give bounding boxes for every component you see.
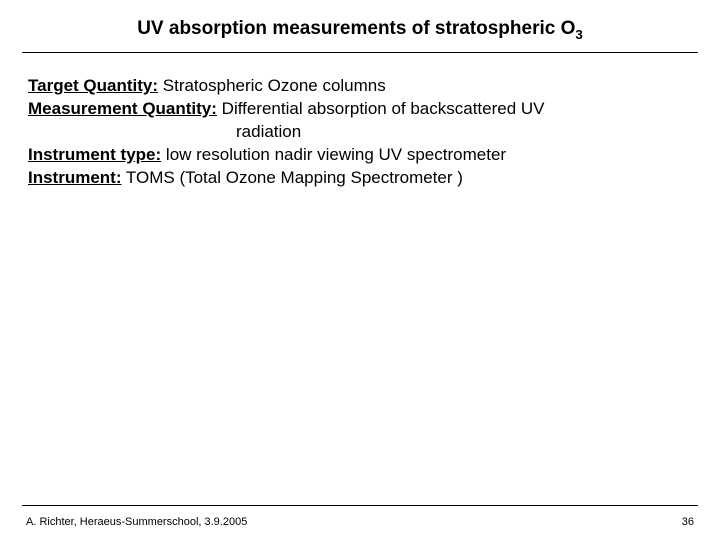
inst-value: TOMS (Total Ozone Mapping Spectrometer ) — [122, 168, 463, 187]
target-label: Target Quantity: — [28, 76, 158, 95]
insttype-value: low resolution nadir viewing UV spectrom… — [161, 145, 506, 164]
measq-value-line1: Differential absorption of backscattered… — [217, 99, 545, 118]
measq-label: Measurement Quantity: — [28, 99, 217, 118]
inst-label: Instrument: — [28, 168, 122, 187]
title-wrap: UV absorption measurements of stratosphe… — [0, 0, 720, 42]
row-instrument: Instrument: TOMS (Total Ozone Mapping Sp… — [28, 167, 692, 190]
measq-value-line2: radiation — [28, 121, 692, 144]
page-number: 36 — [682, 516, 694, 528]
body-content: Target Quantity: Stratospheric Ozone col… — [0, 53, 720, 190]
insttype-label: Instrument type: — [28, 145, 161, 164]
footer-text: A. Richter, Heraeus-Summerschool, 3.9.20… — [26, 516, 247, 528]
slide-title: UV absorption measurements of stratosphe… — [137, 18, 583, 42]
target-value: Stratospheric Ozone columns — [158, 76, 386, 95]
row-instrument-type: Instrument type: low resolution nadir vi… — [28, 144, 692, 167]
row-measurement-quantity-cont: radiation — [28, 121, 692, 144]
row-measurement-quantity: Measurement Quantity: Differential absor… — [28, 98, 692, 121]
bottom-rule — [22, 505, 698, 506]
title-subscript: 3 — [575, 27, 582, 42]
title-text: UV absorption measurements of stratosphe… — [137, 18, 575, 39]
row-target: Target Quantity: Stratospheric Ozone col… — [28, 75, 692, 98]
slide: UV absorption measurements of stratosphe… — [0, 0, 720, 540]
